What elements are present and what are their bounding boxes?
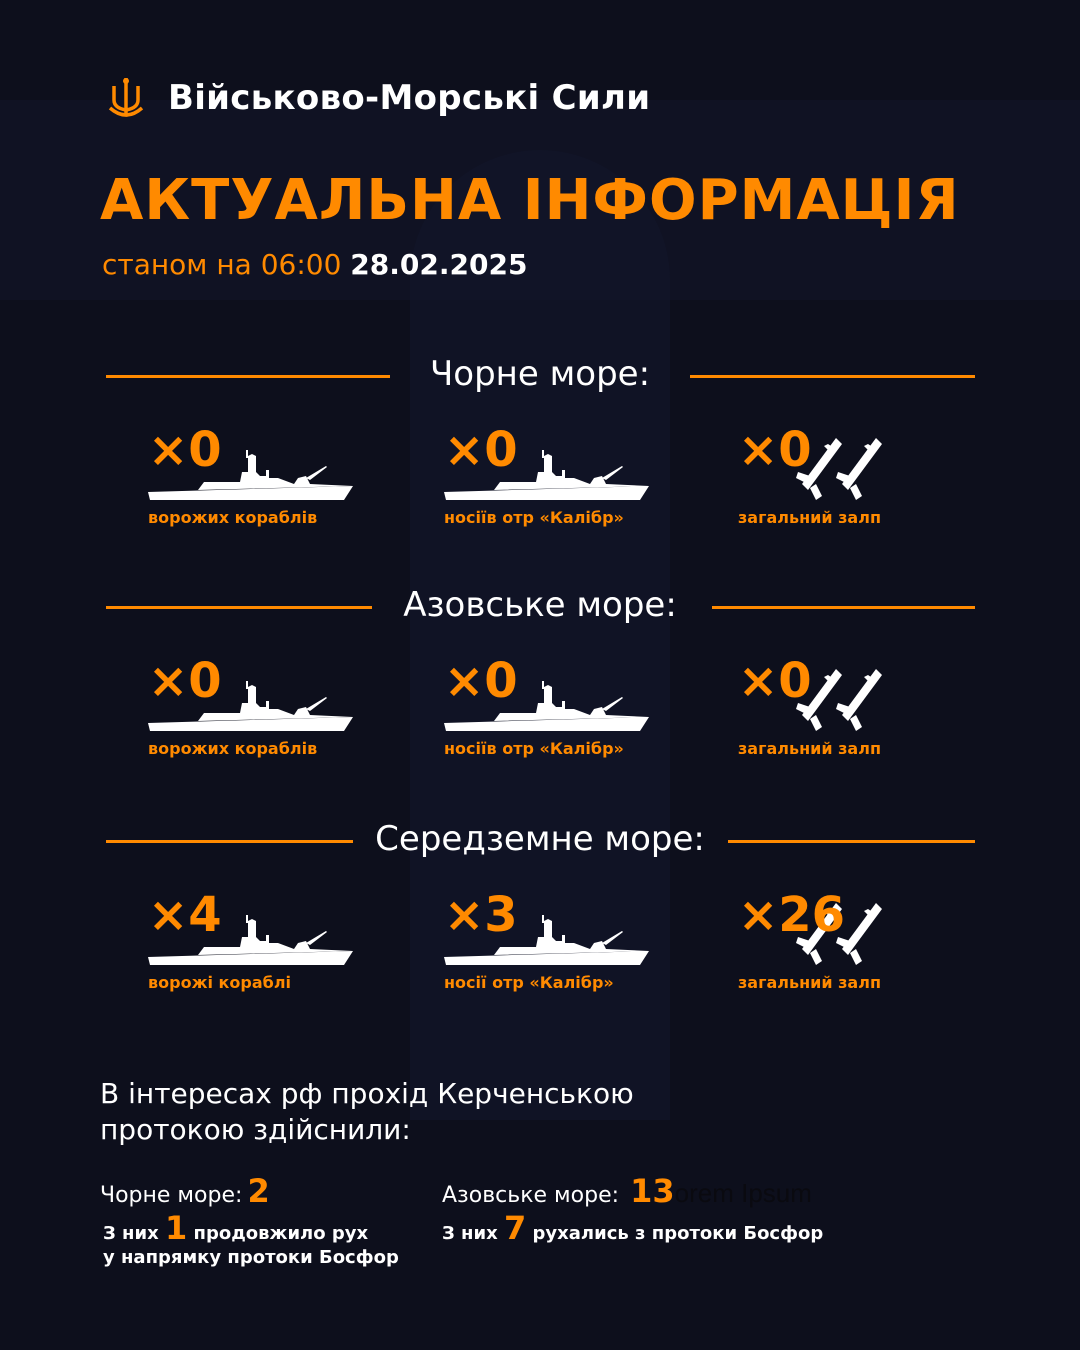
section-title: Середземне море: — [375, 819, 705, 859]
section-title: Азовське море: — [403, 585, 677, 625]
black-sea-label: Чорне море: — [100, 1183, 243, 1208]
detail-suffix: продовжило рух — [193, 1223, 369, 1244]
stat-label: ворожих кораблів — [148, 739, 318, 758]
stat-item: ×0 ворожих кораблів — [148, 426, 408, 541]
section-title: Чорне море: — [429, 354, 651, 394]
kerch-section: В інтересах рф прохід Керченською проток… — [100, 1076, 660, 1148]
section-divider-right — [690, 375, 975, 378]
azov-sea-label: Азовське море: — [442, 1183, 620, 1208]
stat-label: загальний залп — [738, 739, 881, 758]
section-divider-right — [712, 606, 975, 609]
stat-count: ×0 — [148, 653, 222, 709]
detail-prefix: З них — [103, 1223, 159, 1244]
detail-count: 7 — [504, 1209, 527, 1247]
black-sea-count: 2 — [247, 1172, 270, 1210]
stat-label: ворожі кораблі — [148, 973, 292, 992]
stat-count: ×0 — [738, 422, 812, 478]
detail-line2: у напрямку протоки Босфор — [103, 1247, 399, 1268]
brand-name: Військово-Морські Сили — [168, 78, 651, 118]
warship-icon — [148, 681, 353, 731]
warship-icon — [444, 915, 649, 965]
warship-icon — [148, 450, 353, 500]
stat-count: ×4 — [148, 887, 222, 943]
stat-label: носії отр «Калібр» — [444, 973, 614, 992]
stat-label: ворожих кораблів — [148, 508, 318, 527]
stat-item: ×0 носіїв отр «Калібр» — [444, 657, 704, 772]
stat-count: ×3 — [444, 887, 518, 943]
warship-icon — [148, 915, 353, 965]
stat-label: загальний залп — [738, 973, 881, 992]
kerch-black-sea: Чорне море: 2 З них 1 продовжило рух у н… — [100, 1172, 399, 1270]
stat-item: ×0 загальний залп — [738, 657, 998, 772]
stat-item: ×0 ворожих кораблів — [148, 657, 408, 772]
stat-label: носіїв отр «Калібр» — [444, 739, 624, 758]
kerch-azov-sea: Азовське море: 13orem Ipsum З них 7 руха… — [442, 1172, 823, 1246]
stat-item: ×0 загальний залп — [738, 426, 998, 541]
placeholder-text: orem Ipsum — [674, 1178, 812, 1208]
stat-count: ×0 — [148, 422, 222, 478]
missiles-icon — [796, 438, 882, 500]
stat-label: загальний залп — [738, 508, 881, 527]
stat-item: ×26 загальний залп — [738, 891, 998, 1006]
subtitle-prefix: станом на 06:00 — [102, 248, 342, 281]
section-divider-left — [106, 840, 353, 843]
section-divider-left — [106, 606, 372, 609]
navy-logo-icon — [108, 78, 144, 117]
report-date: 28.02.2025 — [350, 248, 528, 281]
missiles-icon — [796, 669, 882, 731]
azov-sea-count: 13 — [630, 1172, 675, 1210]
page-title: АКТУАЛЬНА ІНФОРМАЦІЯ — [100, 168, 960, 233]
detail-prefix: З них — [442, 1223, 498, 1244]
section-divider-right — [728, 840, 975, 843]
stat-count: ×26 — [738, 887, 846, 943]
stat-count: ×0 — [738, 653, 812, 709]
warship-icon — [444, 681, 649, 731]
missiles-icon — [796, 903, 882, 965]
warship-icon — [444, 450, 649, 500]
section-divider-left — [106, 375, 390, 378]
stat-count: ×0 — [444, 422, 518, 478]
stat-item: ×0 носіїв отр «Калібр» — [444, 426, 704, 541]
subtitle: станом на 06:00 28.02.2025 — [102, 248, 527, 281]
stat-item: ×4 ворожі кораблі — [148, 891, 408, 1006]
stat-count: ×0 — [444, 653, 518, 709]
stat-label: носіїв отр «Калібр» — [444, 508, 624, 527]
detail-suffix: рухались з протоки Босфор — [532, 1223, 824, 1244]
stat-item: ×3 носії отр «Калібр» — [444, 891, 704, 1006]
kerch-heading: В інтересах рф прохід Керченською проток… — [100, 1077, 634, 1146]
detail-count: 1 — [165, 1209, 188, 1247]
